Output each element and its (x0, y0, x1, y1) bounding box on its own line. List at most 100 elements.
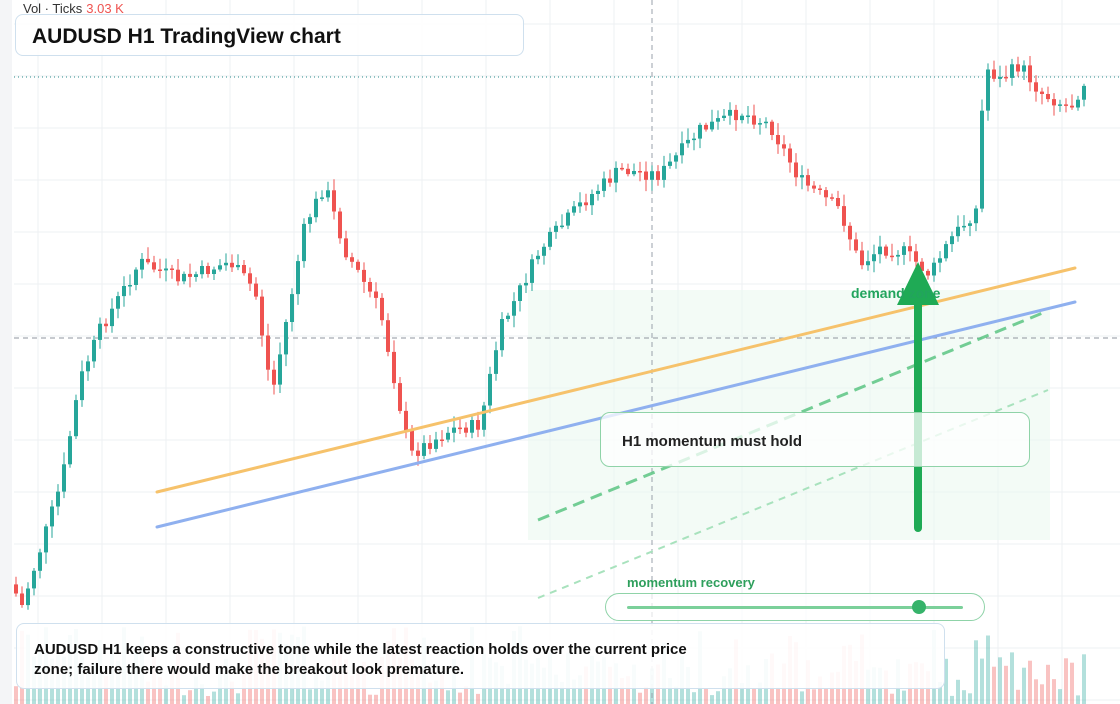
candle-body (806, 175, 810, 186)
candle-body (608, 178, 612, 183)
candle-body (728, 109, 732, 116)
candle-body (644, 171, 648, 180)
candle-body (218, 265, 222, 270)
summary-text: AUDUSD H1 keeps a constructive tone whil… (34, 641, 687, 678)
momentum-slider[interactable] (605, 593, 985, 621)
candle-body (674, 155, 678, 162)
candle-body (146, 258, 150, 263)
candle-body (950, 236, 954, 245)
candle-body (668, 161, 672, 166)
candle-body (80, 371, 84, 401)
momentum-slider-knob[interactable] (912, 600, 927, 614)
candle-body (122, 286, 126, 297)
candle-body (512, 301, 516, 316)
volume-bar (776, 687, 780, 704)
candle-body (356, 261, 360, 270)
volume-bar (146, 681, 150, 704)
volume-legend: Vol · Ticks 3.03 K (23, 1, 124, 16)
momentum-slider-track (627, 606, 963, 609)
volume-bar (230, 681, 234, 704)
candle-body (734, 109, 738, 121)
candle-body (1040, 91, 1044, 94)
volume-bar (980, 658, 984, 704)
volume-bar (506, 683, 510, 704)
candle-body (800, 175, 804, 178)
candle-body (578, 202, 582, 207)
candle-body (656, 171, 660, 180)
volume-bar (158, 677, 162, 704)
candle-body (596, 190, 600, 194)
candle-body (920, 261, 924, 271)
candle-body (548, 231, 552, 247)
volume-legend-label: Vol · Ticks (23, 1, 83, 16)
candle-body (290, 294, 294, 322)
volume-bar (428, 682, 432, 704)
candle-body (770, 121, 774, 135)
volume-bar (938, 682, 942, 704)
volume-bar (890, 693, 894, 704)
candle-body (590, 194, 594, 206)
volume-bar (572, 679, 576, 704)
volume-bar (1064, 658, 1068, 704)
candle-body (1046, 94, 1050, 100)
candle-body (1064, 104, 1068, 106)
candle-body (758, 123, 762, 125)
candle-body (494, 350, 498, 374)
candle-body (416, 450, 420, 456)
candle-body (830, 197, 834, 199)
volume-bar (182, 695, 186, 704)
candle-body (470, 420, 474, 433)
candle-body (794, 162, 798, 178)
candle-body (284, 322, 288, 355)
volume-bar (752, 689, 756, 704)
volume-bar (818, 676, 822, 704)
volume-bar (188, 690, 192, 704)
candle-body (368, 282, 372, 292)
volume-bar (944, 658, 948, 704)
volume-bar (434, 680, 438, 704)
candle-body (962, 225, 966, 228)
candle-body (326, 190, 330, 198)
candle-body (974, 208, 978, 224)
candle-body (350, 257, 354, 262)
volume-bar (206, 696, 210, 704)
volume-bar (800, 691, 804, 704)
candle-body (62, 464, 66, 492)
volume-bar (554, 674, 558, 704)
volume-bar (1076, 695, 1080, 704)
volume-bar (368, 694, 372, 704)
momentum-arrow-head (897, 262, 939, 305)
candle-body (482, 405, 486, 430)
candle-body (386, 320, 390, 352)
candle-body (860, 250, 864, 266)
volume-bar (968, 693, 972, 704)
candle-body (530, 259, 534, 283)
candle-body (110, 308, 114, 327)
volume-bar (1034, 679, 1038, 704)
candle-body (554, 225, 558, 232)
candle-body (404, 410, 408, 431)
candle-body (692, 138, 696, 141)
candle-body (938, 258, 942, 263)
candle-body (248, 273, 252, 284)
volume-legend-value: 3.03 K (86, 1, 124, 16)
candle-body (506, 315, 510, 319)
candle-body (194, 274, 198, 277)
candle-body (158, 269, 162, 271)
candle-body (500, 319, 504, 351)
candle-body (866, 261, 870, 266)
candle-body (20, 593, 24, 605)
volume-bar (992, 666, 996, 704)
candle-body (782, 144, 786, 149)
volume-bar (1028, 660, 1032, 704)
candle-body (86, 361, 90, 372)
volume-bar (644, 686, 648, 704)
candle-body (716, 118, 720, 122)
candle-body (908, 246, 912, 252)
candle-body (812, 185, 816, 189)
candle-body (884, 246, 888, 256)
candle-body (200, 266, 204, 275)
momentum-callout[interactable]: H1 momentum must hold (600, 412, 1030, 467)
volume-bar (350, 675, 354, 704)
candle-body (242, 265, 246, 274)
